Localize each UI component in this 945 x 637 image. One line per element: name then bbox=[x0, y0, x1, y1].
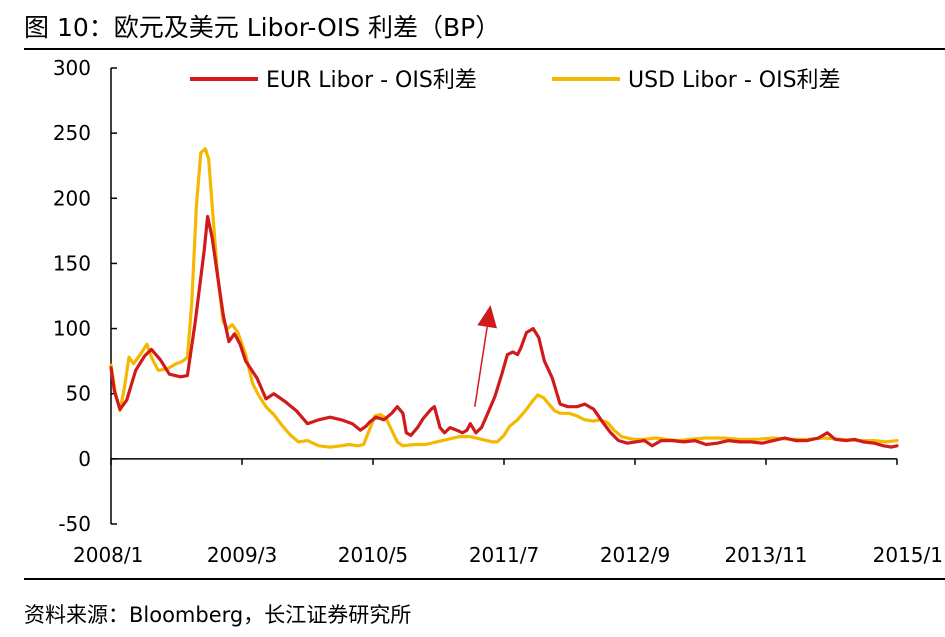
x-tick-label: 2011/7 bbox=[469, 543, 539, 567]
y-tick-label: -50 bbox=[58, 512, 91, 536]
x-tick-label: 2009/3 bbox=[207, 543, 277, 567]
y-tick-label: 200 bbox=[53, 186, 91, 210]
y-tick-label: 100 bbox=[53, 317, 91, 341]
y-tick-label: 50 bbox=[66, 382, 91, 406]
legend-usd-label: USD Libor - OIS利差 bbox=[628, 68, 841, 93]
y-tick-label: 300 bbox=[53, 56, 91, 80]
x-tick-label: 2008/1 bbox=[73, 543, 143, 567]
y-tick-label: 150 bbox=[53, 251, 91, 275]
x-tick-label: 2013/11 bbox=[724, 543, 807, 567]
legend: EUR Libor - OIS利差 USD Libor - OIS利差 bbox=[190, 68, 841, 93]
legend-eur-label: EUR Libor - OIS利差 bbox=[266, 68, 477, 93]
y-tick-labels: -50 0 50 100 150 200 250 300 bbox=[53, 56, 91, 536]
x-tick-label: 2015/1 bbox=[873, 543, 943, 567]
series-eur-line bbox=[109, 214, 899, 449]
top-rule bbox=[24, 48, 945, 50]
y-tick-label: 0 bbox=[78, 447, 91, 471]
x-tick-label: 2012/9 bbox=[600, 543, 670, 567]
series-usd-line bbox=[109, 147, 899, 449]
y-tick-label: 250 bbox=[53, 121, 91, 145]
axes bbox=[110, 67, 898, 525]
page-title: 图 10：欧元及美元 Libor-OIS 利差（BP） bbox=[24, 13, 501, 42]
x-tick-labels: 2008/1 2009/3 2010/5 2011/7 2012/9 2013/11 201… bbox=[73, 543, 943, 567]
series-layer bbox=[109, 147, 899, 449]
annotation-arrow-shaft bbox=[474, 326, 488, 407]
source-note: 资料来源：Bloomberg，长江证券研究所 bbox=[24, 603, 412, 627]
annotation-arrow-head bbox=[477, 305, 497, 329]
bottom-rule bbox=[24, 578, 945, 580]
x-tick-label: 2010/5 bbox=[338, 543, 408, 567]
annotation-layer bbox=[474, 305, 497, 407]
